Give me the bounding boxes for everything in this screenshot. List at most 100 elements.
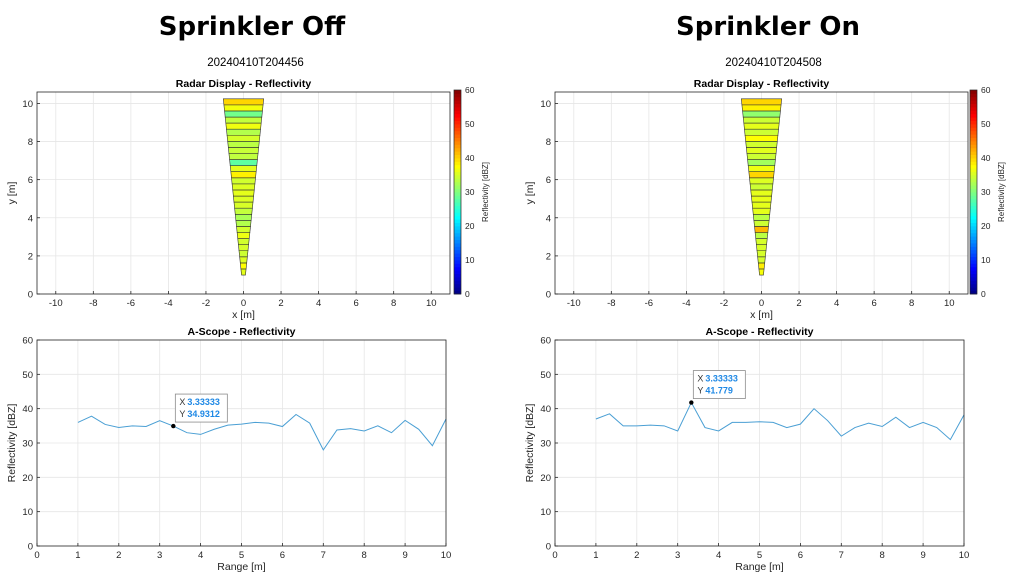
colorbar-segment — [970, 171, 977, 176]
colorbar-segment — [454, 283, 461, 288]
ppi-range-bin — [234, 207, 253, 215]
ppi-x-tick-label: -6 — [645, 298, 653, 309]
colorbar-tick-label: 0 — [465, 289, 470, 299]
ascope-x-axis-label: Range [m] — [735, 561, 784, 573]
ascope-x-tick-label: 9 — [402, 550, 407, 561]
colorbar-segment — [970, 137, 977, 142]
ppi-range-bin — [239, 262, 248, 270]
ppi-range-bin — [750, 189, 773, 197]
ascope-x-tick-label: 6 — [280, 550, 285, 561]
ppi-x-tick-label: 2 — [278, 298, 283, 309]
ppi-range-bin — [757, 256, 766, 264]
colorbar-segment — [454, 117, 461, 121]
colorbar-segment — [454, 219, 461, 223]
ascope-x-tick-label: 3 — [157, 550, 162, 561]
colorbar-segment — [970, 283, 977, 288]
colorbar-segment — [454, 90, 461, 94]
ppi-x-tick-label: -6 — [127, 298, 135, 309]
colorbar-segment — [454, 256, 461, 261]
colorbar-segment — [970, 178, 977, 183]
ppi-range-bin — [757, 262, 766, 270]
colorbar-segment — [970, 195, 977, 200]
ppi-y-tick-label: 10 — [540, 99, 551, 110]
ascope-chart-title: A-Scope - Reflectivity — [188, 326, 296, 338]
colorbar-segment — [454, 134, 461, 138]
colorbar-segment — [970, 151, 977, 155]
colorbar-segment — [454, 215, 461, 220]
ppi-range-bin — [233, 195, 254, 203]
colorbar-segment — [454, 124, 461, 128]
ppi-x-tick-label: 8 — [391, 298, 396, 309]
ppi-range-bin — [756, 250, 767, 258]
colorbar-segment — [454, 171, 461, 176]
ppi-x-tick-label: 10 — [944, 298, 955, 309]
ascope-y-tick-label: 30 — [540, 439, 551, 450]
colorbar-segment — [970, 181, 977, 186]
ppi-y-axis-label: y [m] — [6, 182, 18, 205]
colorbar-tick-label: 10 — [981, 255, 991, 265]
ppi-range-bin — [740, 98, 783, 106]
ppi-axes-frame — [36, 91, 451, 295]
ppi-range-bin — [227, 147, 260, 154]
ascope-reflectivity-line — [77, 413, 447, 451]
colorbar-frame — [453, 89, 462, 295]
ppi-y-tick-label: 0 — [546, 290, 551, 301]
panel-timestamp: 20240410T204456 — [207, 57, 304, 69]
colorbar-segment — [970, 113, 977, 118]
ppi-range-bin — [747, 159, 776, 166]
ppi-range-bin — [238, 250, 249, 258]
ppi-x-tick-label: 6 — [353, 298, 358, 309]
ppi-range-bin — [747, 165, 776, 173]
ppi-y-tick-label: 8 — [546, 137, 551, 148]
colorbar-segment — [970, 229, 977, 234]
ascope-x-tick-label: 8 — [362, 550, 367, 561]
ppi-range-bin — [743, 122, 780, 130]
ppi-range-bin — [225, 122, 262, 130]
ppi-range-bin — [230, 171, 257, 179]
ppi-range-bin — [223, 104, 264, 112]
ppi-range-bin — [235, 220, 252, 227]
colorbar-segment — [454, 192, 461, 196]
colorbar-segment — [970, 141, 977, 145]
colorbar-segment — [454, 181, 461, 186]
ascope-y-tick-label: 10 — [22, 507, 33, 518]
colorbar-segment — [970, 100, 977, 104]
colorbar-segment — [454, 185, 461, 189]
ascope-y-tick-label: 40 — [22, 404, 33, 415]
colorbar-segment — [454, 263, 461, 268]
ascope-x-tick-label: 8 — [880, 550, 885, 561]
colorbar-segment — [454, 107, 461, 111]
colorbar-segment — [454, 110, 461, 115]
ppi-range-bin — [229, 165, 258, 173]
colorbar-segment — [454, 168, 461, 172]
colorbar-segment — [970, 202, 977, 206]
ascope-y-tick-label: 10 — [540, 507, 551, 518]
ppi-x-tick-label: 8 — [909, 298, 914, 309]
colorbar-segment — [454, 229, 461, 234]
ppi-x-tick-label: -10 — [567, 298, 581, 309]
ascope-x-tick-label: 5 — [757, 550, 762, 561]
datatip-x-label: X — [697, 374, 703, 384]
datatip-box — [692, 370, 746, 399]
datatip-y-label: Y — [179, 409, 185, 419]
ppi-y-tick-label: 8 — [28, 137, 33, 148]
ascope-y-tick-label: 30 — [22, 439, 33, 450]
ascope-x-tick-label: 4 — [716, 550, 721, 561]
ppi-range-bin — [744, 134, 779, 142]
colorbar-segment — [970, 260, 977, 264]
ppi-range-bin — [749, 177, 774, 185]
panel-timestamp: 20240410T204508 — [725, 57, 822, 69]
colorbar-segment — [454, 120, 461, 125]
colorbar-segment — [454, 249, 461, 254]
ppi-range-bin — [755, 238, 768, 245]
ppi-range-bin — [233, 201, 254, 209]
ppi-range-bin — [228, 153, 259, 160]
colorbar-segment — [970, 249, 977, 254]
colorbar-tick-label: 60 — [981, 85, 991, 95]
colorbar-segment — [454, 158, 461, 162]
ascope-x-tick-label: 0 — [34, 550, 39, 561]
ppi-range-bin — [745, 141, 778, 148]
ppi-range-bin — [752, 207, 771, 215]
ascope-x-tick-label: 6 — [798, 550, 803, 561]
ascope-y-tick-label: 60 — [540, 336, 551, 347]
